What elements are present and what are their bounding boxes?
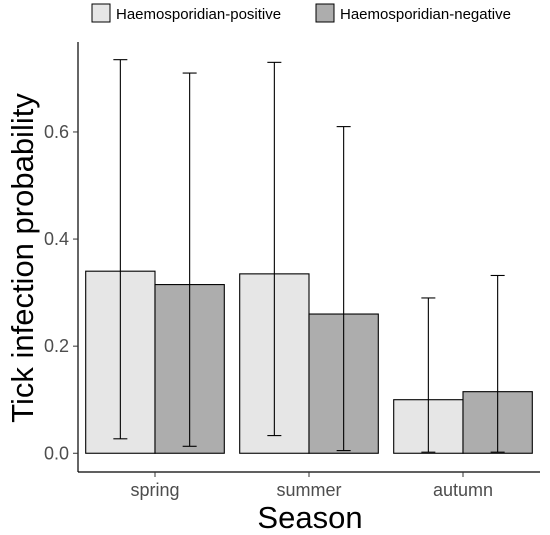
legend-label-positive: Haemosporidian-positive — [116, 6, 281, 23]
legend-swatch-negative — [315, 3, 335, 23]
x-axis-title: Season — [257, 500, 362, 535]
y-tick-label: 0.6 — [44, 122, 69, 142]
legend-swatch-positive — [91, 3, 111, 23]
x-axis-ticks: spring summer autumn — [130, 472, 493, 500]
x-tick-label: autumn — [433, 480, 493, 500]
error-bars — [113, 59, 505, 453]
y-axis-ticks: 0.0 0.2 0.4 0.6 — [44, 122, 78, 463]
legend-label-negative: Haemosporidian-negative — [340, 6, 511, 23]
x-tick-label: spring — [130, 480, 179, 500]
y-tick-label: 0.2 — [44, 336, 69, 356]
y-tick-label: 0.4 — [44, 229, 69, 249]
legend: Haemosporidian-positive Haemosporidian-ne… — [91, 3, 511, 23]
bars — [85, 270, 533, 454]
y-axis-title: Tick infection probability — [5, 93, 40, 423]
y-tick-label: 0.0 — [44, 443, 69, 463]
x-tick-label: summer — [276, 480, 341, 500]
